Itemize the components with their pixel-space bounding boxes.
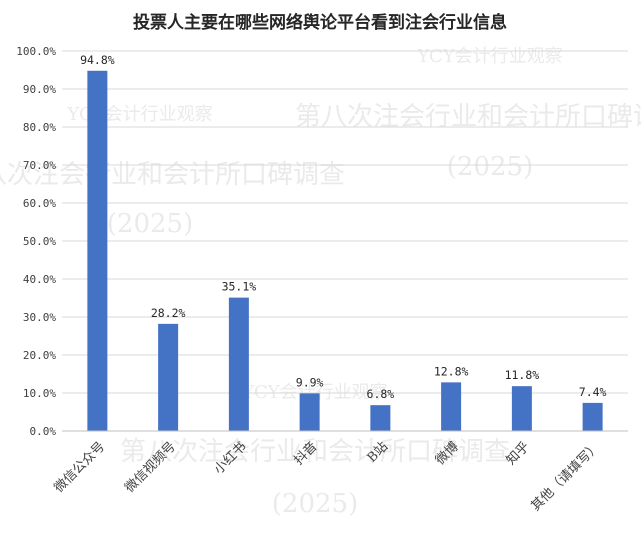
watermark-line2: 第八次注会行业和会计所口碑调查 [120,437,510,467]
watermark-line3: (2025) [447,152,533,182]
data-label: 94.8% [80,53,115,67]
data-label: 11.8% [505,368,540,382]
data-label: 7.4% [579,385,607,399]
y-tick-label: 10.0% [23,387,56,400]
y-tick-label: 80.0% [23,121,56,134]
y-tick-label: 60.0% [23,197,56,210]
bar [158,323,179,431]
bar [87,70,108,431]
gridlines [62,50,628,394]
y-tick-label: 50.0% [23,235,56,248]
bar [582,402,603,431]
y-tick-label: 20.0% [23,349,56,362]
y-axis: 0.0% 10.0% 20.0% 30.0% 40.0% 50.0% 60.0% 70.0% 8… [16,45,56,438]
data-label: 12.8% [434,364,469,378]
bar [299,393,320,431]
bar [228,297,249,431]
data-label: 9.9% [296,375,324,389]
data-label: 28.2% [151,306,186,320]
x-tick-label: 其他（请填写） [528,439,603,514]
watermark-line1: YCY会计行业观察 [416,46,562,67]
data-label: 6.8% [367,387,395,401]
y-tick-label: 90.0% [23,83,56,96]
y-tick-label: 100.0% [16,45,56,58]
data-label: 35.1% [222,280,257,294]
watermark-bottom: YCY会计行业观察 第八次注会行业和会计所口碑调查 (2025) [120,382,510,519]
y-tick-label: 0.0% [30,425,57,438]
y-tick-label: 70.0% [23,159,56,172]
watermark-line3: (2025) [107,209,193,239]
bar [370,405,391,431]
watermark-top-right: YCY会计行业观察 第八次注会行业和会计所口碑调查 (2025) [295,46,641,182]
x-tick-label: 微信公众号 [52,439,109,496]
y-tick-label: 40.0% [23,273,56,286]
bar [511,386,532,431]
watermark-line3: (2025) [272,489,358,519]
chart-title: 投票人主要在哪些网络舆论平台看到注会行业信息 [133,12,507,33]
bar [441,382,462,431]
data-labels: 94.8% 28.2% 35.1% 9.9% 6.8% 12.8% 11.8% 7.4% [80,53,606,401]
bars [87,70,603,431]
y-tick-label: 30.0% [23,311,56,324]
